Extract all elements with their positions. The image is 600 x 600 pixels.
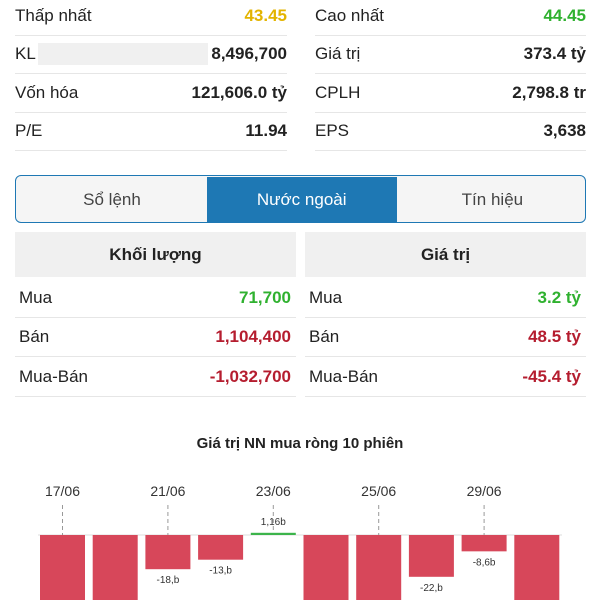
divider	[305, 356, 586, 357]
stat-label: Cao nhất	[315, 6, 384, 25]
bar	[250, 532, 296, 535]
stat-value: 2,798.8 tr	[512, 83, 586, 102]
divider	[15, 356, 296, 357]
bar	[40, 535, 85, 600]
row-value: -1,032,700	[209, 367, 291, 386]
divider	[15, 150, 287, 151]
divider	[15, 73, 287, 74]
row-value: -45.4 tỷ	[522, 367, 581, 386]
row-label: Mua	[309, 288, 343, 307]
bar	[461, 535, 507, 552]
row-label: Mua	[19, 288, 53, 307]
bar	[408, 535, 454, 577]
divider	[315, 35, 586, 36]
row-label: Bán	[309, 327, 340, 346]
stat-label: KL	[15, 44, 36, 63]
chart: Giá trị NN mua ròng 10 phiên 17/06 21/06 -1…	[38, 435, 562, 600]
stat-value: 8,496,700	[211, 44, 287, 63]
value-label: 1,16b	[261, 517, 286, 528]
x-tick-label: 25/06	[361, 483, 396, 499]
divider	[15, 396, 296, 397]
x-tick-label: 23/06	[256, 483, 291, 499]
bar	[145, 535, 191, 570]
stat-label: EPS	[315, 121, 350, 140]
row-value: 71,700	[239, 288, 291, 307]
row-value: 3.2 tỷ	[537, 288, 581, 307]
stat-value: 43.45	[244, 6, 287, 25]
stat-label: Vốn hóa	[15, 83, 79, 102]
row-label: Mua-Bán	[19, 367, 88, 386]
divider	[315, 73, 586, 74]
row-label: Mua-Bán	[309, 367, 378, 386]
row-value: 48.5 tỷ	[528, 327, 581, 346]
stat-label: CPLH	[315, 83, 361, 102]
divider	[315, 112, 586, 113]
stat-value: 11.94	[245, 121, 287, 140]
tab[interactable]: Tín hiệu	[396, 177, 587, 222]
tab[interactable]: Nước ngoài	[206, 177, 397, 222]
row-label: Bán	[19, 327, 50, 346]
bar	[303, 535, 349, 600]
bar	[92, 535, 138, 600]
stat-label: Thấp nhất	[15, 6, 92, 25]
table-header: Khối lượng	[15, 232, 296, 277]
value-label: -8,6b	[473, 557, 496, 568]
divider	[15, 112, 287, 113]
stat-value: 373.4 tỷ	[523, 44, 586, 63]
divider	[15, 35, 287, 36]
table-header: Giá trị	[305, 232, 586, 277]
tab[interactable]: Sổ lệnh	[83, 190, 141, 209]
bar	[356, 535, 402, 600]
x-tick-label: 29/06	[467, 483, 502, 499]
divider	[15, 317, 296, 318]
bar	[198, 535, 244, 560]
divider	[305, 396, 586, 397]
stat-label: Giá trị	[315, 44, 361, 63]
value-label: -18,b	[157, 575, 180, 586]
chart-title: Giá trị NN mua ròng 10 phiên	[197, 435, 404, 452]
value-label: -13,b	[209, 566, 232, 577]
divider	[315, 150, 586, 151]
bar	[514, 535, 560, 600]
row-value: 1,104,400	[215, 327, 291, 346]
x-tick-label: 21/06	[150, 483, 185, 499]
volume-shade	[38, 43, 208, 65]
divider	[305, 317, 586, 318]
x-tick-label: 17/06	[45, 483, 80, 499]
stat-label: P/E	[15, 121, 43, 140]
stat-value: 3,638	[543, 121, 586, 140]
stat-value: 121,606.0 tỷ	[191, 83, 287, 102]
stat-value: 44.45	[543, 6, 586, 25]
value-label: -22,b	[420, 583, 443, 594]
